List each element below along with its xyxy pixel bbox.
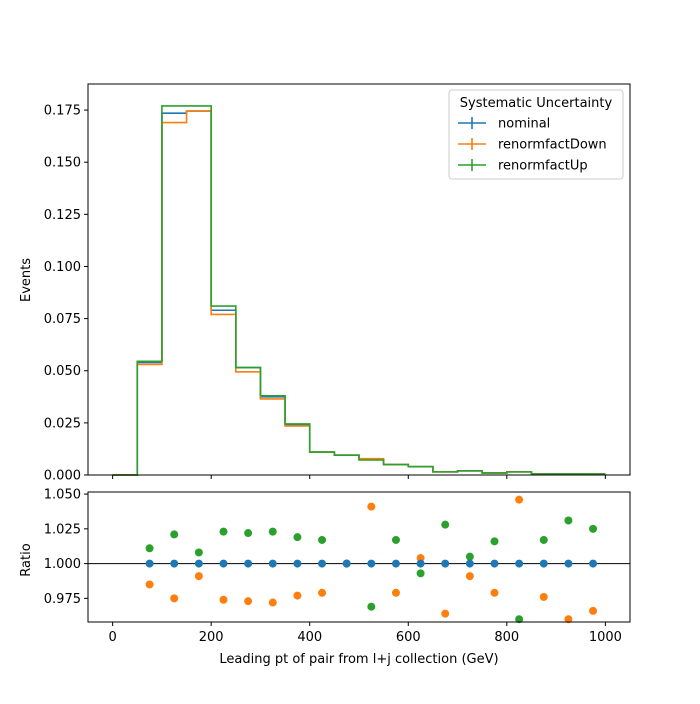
ratio-point-nominal <box>490 559 499 568</box>
main-x-ticks <box>112 475 606 479</box>
main-axes-frame <box>87 83 631 476</box>
x-tick-label: 600 <box>396 630 421 645</box>
ratio-point-renormfactDown <box>416 554 425 563</box>
legend-box <box>448 89 624 180</box>
main-plot-area <box>112 105 606 476</box>
ratio-point-nominal <box>318 559 327 568</box>
ratio-point-renormfactUp <box>367 602 376 611</box>
ratio-axes-frame <box>87 491 631 623</box>
ratio-point-renormfactDown <box>219 595 228 604</box>
ratio-point-nominal <box>589 559 598 568</box>
main-y-tick-label: 0.075 <box>44 312 81 327</box>
ratio-y-tick-label: 0.975 <box>44 592 81 607</box>
legend-label: nominal <box>498 117 550 132</box>
legend-label: renormfactUp <box>498 159 588 174</box>
ratio-point-renormfactUp <box>219 527 228 536</box>
main-y-tick-label: 0.025 <box>44 416 81 431</box>
legend: Systematic Uncertainty nominal renormfact… <box>448 89 624 180</box>
ratio-point-renormfactDown <box>170 594 179 603</box>
ratio-point-nominal <box>367 559 376 568</box>
ratio-point-nominal <box>564 559 573 568</box>
ratio-y-tick-label: 1.025 <box>44 522 81 537</box>
ratio-point-nominal <box>515 559 524 568</box>
ratio-point-renormfactDown <box>515 495 524 504</box>
x-axis-label: Leading pt of pair from l+j collection (… <box>219 652 498 667</box>
main-y-axis-label: Events <box>19 258 34 302</box>
legend-entries: nominal renormfactDown renormfactUp <box>458 117 607 174</box>
ratio-point-renormfactUp <box>490 537 499 546</box>
ratio-point-renormfactUp <box>170 530 179 539</box>
ratio-y-ticks: 0.975 1.000 1.025 1.050 <box>44 488 88 607</box>
x-tick-label: 800 <box>494 630 519 645</box>
ratio-y-axis-label: Ratio <box>19 543 34 576</box>
ratio-point-nominal <box>539 559 548 568</box>
ratio-point-nominal <box>293 559 302 568</box>
ratio-point-nominal <box>170 559 179 568</box>
ratio-point-renormfactUp <box>441 520 450 529</box>
x-tick-label: 0 <box>108 630 116 645</box>
ratio-plot-area <box>88 495 630 624</box>
ratio-point-renormfactDown <box>244 597 253 606</box>
ratio-point-renormfactDown <box>589 606 598 615</box>
ratio-point-renormfactDown <box>441 609 450 618</box>
main-y-tick-label: 0.175 <box>44 104 81 119</box>
ratio-point-renormfactDown <box>194 572 203 581</box>
legend-entry-renormfactUp: renormfactUp <box>458 159 588 174</box>
ratio-point-renormfactDown <box>490 588 499 597</box>
ratio-point-renormfactUp <box>589 524 598 533</box>
ratio-point-renormfactUp <box>539 535 548 544</box>
x-tick-label: 200 <box>199 630 224 645</box>
ratio-point-renormfactUp <box>244 529 253 538</box>
main-y-ticks: 0.000 0.025 0.050 0.075 0.100 0.125 0.150 0.175 <box>44 104 88 484</box>
ratio-point-renormfactUp <box>515 615 524 624</box>
ratio-point-renormfactUp <box>194 548 203 557</box>
legend-label: renormfactDown <box>498 138 607 153</box>
legend-entry-nominal: nominal <box>458 117 550 132</box>
x-tick-label: 400 <box>297 630 322 645</box>
histogram-line-renormfactUp <box>112 105 606 476</box>
ratio-y-tick-label: 1.050 <box>44 488 81 503</box>
ratio-point-nominal <box>465 559 474 568</box>
ratio-point-renormfactDown <box>145 580 154 589</box>
ratio-y-tick-label: 1.000 <box>44 557 81 572</box>
main-y-tick-label: 0.050 <box>44 364 81 379</box>
ratio-point-nominal <box>416 559 425 568</box>
ratio-point-nominal <box>441 559 450 568</box>
main-y-tick-label: 0.150 <box>44 156 81 171</box>
ratio-point-renormfactDown <box>318 588 327 597</box>
ratio-point-renormfactUp <box>416 569 425 578</box>
legend-title: Systematic Uncertainty <box>460 96 613 111</box>
main-panel: 0.000 0.025 0.050 0.075 0.100 0.125 0.150 0.175… <box>19 83 631 484</box>
ratio-point-renormfactDown <box>367 502 376 511</box>
ratio-point-renormfactDown <box>564 615 573 624</box>
main-y-tick-label: 0.100 <box>44 260 81 275</box>
ratio-point-renormfactDown <box>391 588 400 597</box>
ratio-point-renormfactUp <box>564 516 573 525</box>
ratio-point-renormfactDown <box>293 591 302 600</box>
ratio-panel: 0 200 400 600 800 1000 0.975 1.000 1.025 1.050 R… <box>19 488 631 667</box>
ratio-point-renormfactUp <box>293 533 302 542</box>
ratio-point-renormfactDown <box>268 598 277 607</box>
ratio-point-nominal <box>194 559 203 568</box>
ratio-point-renormfactUp <box>391 535 400 544</box>
main-y-tick-label: 0.125 <box>44 208 81 223</box>
ratio-point-renormfactUp <box>145 544 154 553</box>
ratio-point-renormfactUp <box>268 527 277 536</box>
ratio-point-renormfactUp <box>465 552 474 561</box>
ratio-point-renormfactUp <box>318 535 327 544</box>
ratio-point-nominal <box>219 559 228 568</box>
ratio-point-renormfactDown <box>465 572 474 581</box>
x-tick-label: 1000 <box>589 630 622 645</box>
main-y-tick-label: 0.000 <box>44 469 81 484</box>
ratio-x-ticks: 0 200 400 600 800 1000 <box>108 622 622 645</box>
ratio-point-nominal <box>145 559 154 568</box>
ratio-point-nominal <box>244 559 253 568</box>
ratio-point-nominal <box>268 559 277 568</box>
ratio-point-renormfactDown <box>539 592 548 601</box>
ratio-point-nominal <box>342 559 351 568</box>
legend-entry-renormfactDown: renormfactDown <box>458 138 607 153</box>
ratio-point-nominal <box>391 559 400 568</box>
